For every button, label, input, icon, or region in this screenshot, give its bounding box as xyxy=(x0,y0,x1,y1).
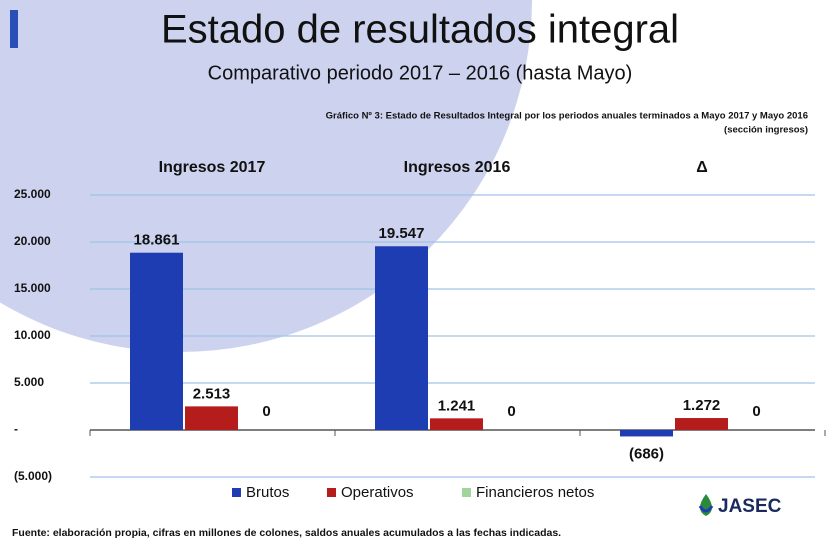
value-label: 18.861 xyxy=(134,232,180,249)
legend-swatch xyxy=(232,488,241,497)
logo-text: JASEC xyxy=(718,496,782,517)
value-label: 0 xyxy=(507,403,515,420)
value-label: 0 xyxy=(752,403,760,420)
value-label: 1.272 xyxy=(683,397,721,414)
source-note: Fuente: elaboración propia, cifras en mi… xyxy=(12,527,561,539)
slide-subtitle: Comparativo periodo 2017 – 2016 (hasta M… xyxy=(208,62,633,84)
value-label: 19.547 xyxy=(379,225,425,242)
category-label: Ingresos 2016 xyxy=(404,159,511,176)
bar xyxy=(185,406,238,430)
value-label: (686) xyxy=(629,445,664,462)
logo-swoosh xyxy=(698,505,714,513)
y-tick-label: 10.000 xyxy=(14,328,51,342)
chart-subtitle: (sección ingresos) xyxy=(724,125,808,136)
y-tick-label: 25.000 xyxy=(14,187,51,201)
legend-label: Operativos xyxy=(341,484,414,501)
accent-bar xyxy=(10,10,18,48)
slide-title: Estado de resultados integral xyxy=(161,8,679,52)
y-tick-label: 15.000 xyxy=(14,281,51,295)
legend-swatch xyxy=(462,488,471,497)
bar xyxy=(130,252,183,430)
y-tick-label: (5.000) xyxy=(14,469,52,483)
legend-swatch xyxy=(327,488,336,497)
value-label: 0 xyxy=(262,403,270,420)
category-label: Ingresos 2017 xyxy=(159,159,266,176)
value-label: 2.513 xyxy=(193,385,231,402)
bar xyxy=(375,246,428,430)
legend-label: Brutos xyxy=(246,484,289,501)
y-tick-label: - xyxy=(14,422,18,436)
category-label: Δ xyxy=(696,159,708,176)
y-tick-label: 20.000 xyxy=(14,234,51,248)
y-tick-label: 5.000 xyxy=(14,375,44,389)
logo-icon xyxy=(700,494,712,516)
bar xyxy=(430,418,483,430)
bar xyxy=(675,418,728,430)
value-label: 1.241 xyxy=(438,397,476,414)
legend-label: Financieros netos xyxy=(476,484,594,501)
bar xyxy=(620,430,673,437)
chart-title: Gráfico Nº 3: Estado de Resultados Integ… xyxy=(326,111,808,122)
